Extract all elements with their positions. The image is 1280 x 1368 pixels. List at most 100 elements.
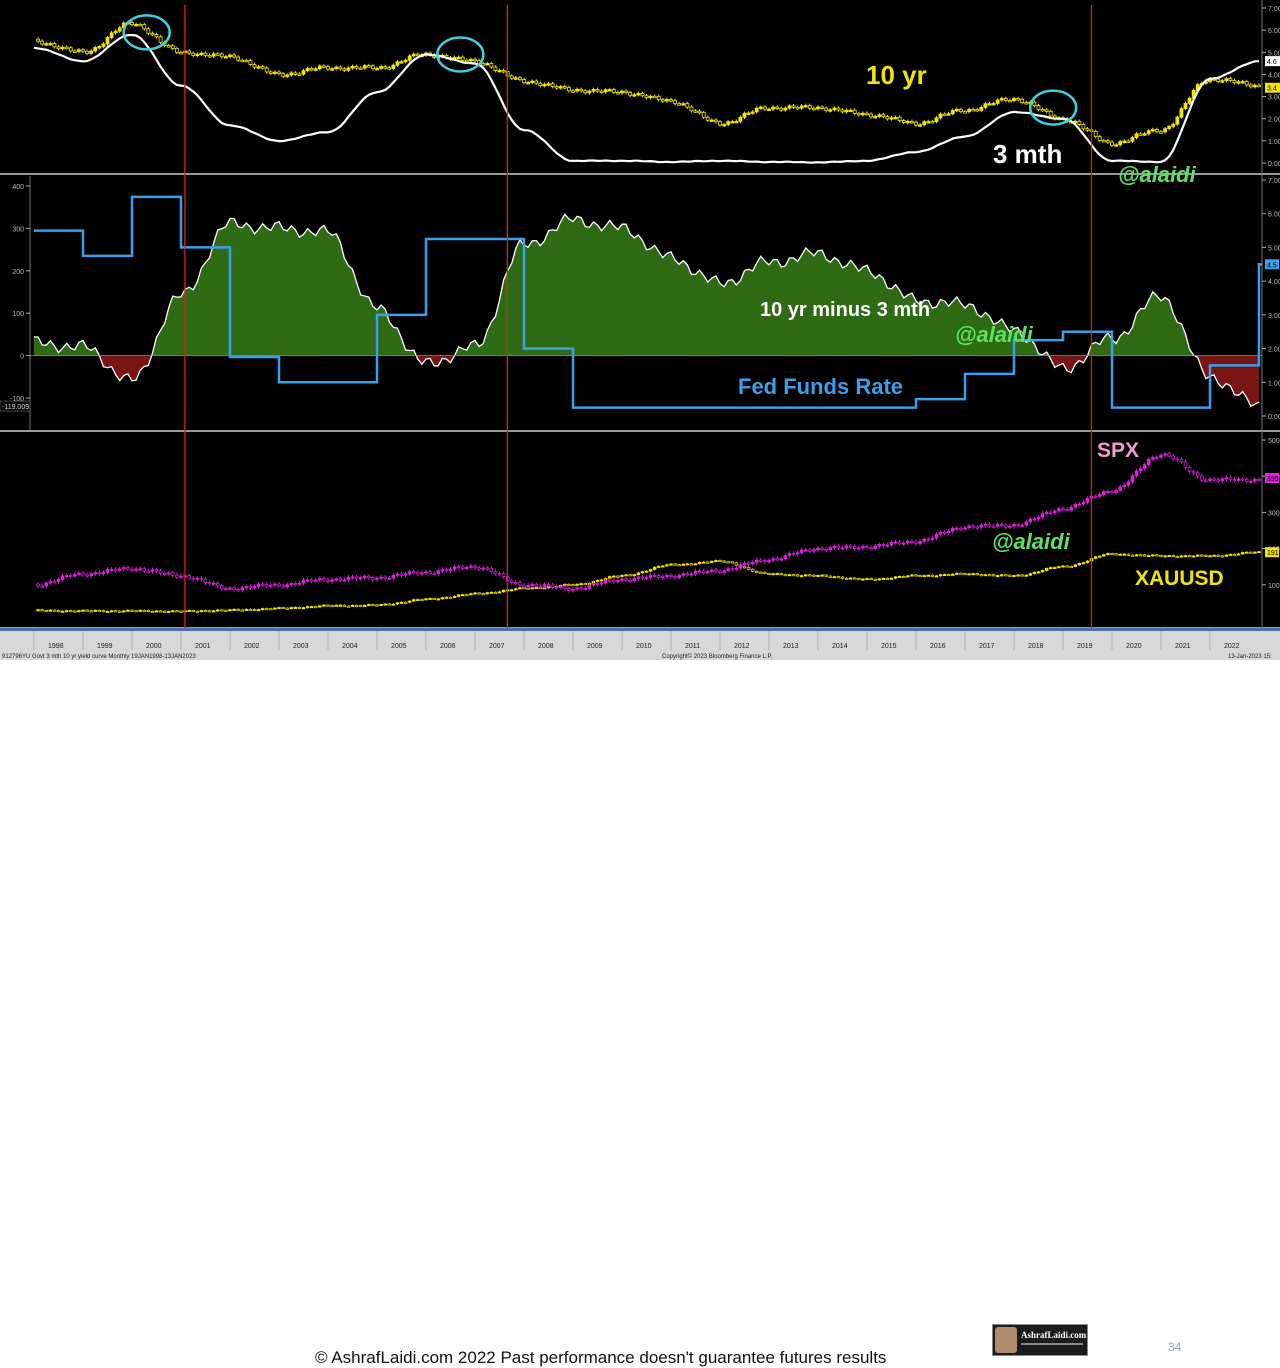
xauusd-candle-body xyxy=(640,571,645,574)
xauusd-candle-body xyxy=(1016,574,1020,577)
spx-candle-body xyxy=(1024,521,1028,526)
xauusd-candle-body xyxy=(1187,555,1192,558)
xauusd-candle-body xyxy=(81,609,85,612)
spx-candle-body xyxy=(1085,497,1090,503)
xauusd-candle-body xyxy=(481,593,485,596)
ten-yr-candle-body xyxy=(1134,133,1139,139)
ten-yr-candle-body xyxy=(1257,84,1261,88)
xauusd-candle-body xyxy=(175,610,179,613)
spread-area-segment xyxy=(1222,355,1227,389)
xauusd-candle-body xyxy=(832,576,837,579)
xauusd-candle-body xyxy=(648,569,653,572)
xauusd-candle-body xyxy=(1065,565,1069,568)
y-tick-label: 5.00 xyxy=(1268,245,1280,252)
ten-yr-candle-body xyxy=(1020,98,1025,103)
xauusd-candle-body xyxy=(530,587,534,590)
xauusd-candle-body xyxy=(955,572,959,575)
spx-candle-body xyxy=(1028,518,1033,523)
ten-yr-candle-body xyxy=(154,34,159,38)
ten-yr-candle-body xyxy=(975,109,980,112)
last-value-tag xyxy=(1265,547,1279,558)
xauusd-candle-body xyxy=(1081,562,1086,565)
ten-yr-candle-body xyxy=(979,107,984,111)
spread-area-segment xyxy=(564,213,570,356)
spx-candle-body xyxy=(922,538,926,542)
xauusd-candle-body xyxy=(946,574,951,576)
x-tick-label: 2004 xyxy=(342,643,358,650)
spx-candle-body xyxy=(89,573,93,577)
ten-yr-candle-body xyxy=(346,67,351,71)
xauusd-candle-body xyxy=(260,608,265,611)
spread-area-segment xyxy=(205,257,210,356)
xauusd-candle-body xyxy=(967,573,971,576)
ten-yr-candle-body xyxy=(93,47,98,52)
spx-candle-body xyxy=(497,573,502,576)
xauusd-candle-body xyxy=(1102,554,1106,557)
spx-candle-body xyxy=(1053,510,1057,514)
spx-candle-body xyxy=(603,579,608,584)
ten-yr-candle-body xyxy=(1016,98,1020,101)
xauusd-candle-body xyxy=(375,604,379,607)
spread-area-segment xyxy=(327,231,333,356)
spx-candle-body xyxy=(391,574,396,579)
spx-candle-body xyxy=(1102,491,1106,495)
xauusd-candle-body xyxy=(1008,574,1012,577)
xauusd-candle-body xyxy=(64,610,69,613)
spx-candle-body xyxy=(289,583,294,585)
xauusd-candle-body xyxy=(228,609,232,612)
spx-candle-body xyxy=(420,572,424,575)
spx-candle-body xyxy=(648,574,653,578)
ten-yr-candle-body xyxy=(567,87,571,92)
xauusd-candle-body xyxy=(342,604,347,607)
ten-yr-candle-body xyxy=(64,46,69,50)
spx-candle-body xyxy=(346,576,351,581)
x-tick-label: 2019 xyxy=(1077,643,1093,650)
xauusd-candle-body xyxy=(616,575,620,578)
spx-candle-body xyxy=(375,577,379,580)
ten-yr-candle-body xyxy=(616,92,620,95)
ten-yr-candle-body xyxy=(1142,133,1147,136)
xauusd-candle-body xyxy=(1036,571,1041,574)
spread-area-segment xyxy=(531,240,537,356)
spx-candle-body xyxy=(330,579,334,582)
spread-area-segment xyxy=(242,222,247,356)
xauusd-candle-body xyxy=(1138,554,1143,557)
ten-yr-candle-body xyxy=(1179,108,1184,118)
ten-yr-candle-body xyxy=(587,90,592,94)
xauusd-candle-body xyxy=(950,573,955,576)
spx-candle-body xyxy=(873,545,877,549)
xauusd-candle-body xyxy=(742,566,747,569)
spx-candle-body xyxy=(616,579,620,583)
xauusd-candle-body xyxy=(40,609,44,612)
y-tick-label: 1.00 xyxy=(1268,139,1280,146)
ten-yr-candle-body xyxy=(1085,128,1090,131)
xauusd-candle-body xyxy=(775,573,779,576)
ten-yr-candle-body xyxy=(922,121,927,126)
spx-candle-body xyxy=(710,569,714,573)
xauusd-candle-body xyxy=(354,604,359,607)
spread-area-segment xyxy=(568,218,574,356)
spx-candle-body xyxy=(767,559,771,563)
spx-candle-body xyxy=(1106,491,1110,494)
xauusd-candle-body xyxy=(424,598,428,601)
x-tick-label: 2010 xyxy=(636,643,652,650)
spread-area-segment xyxy=(188,286,194,356)
y-tick-label: 5.00 xyxy=(1268,50,1280,57)
ten-yr-candle-body xyxy=(693,110,698,113)
xauusd-candle-body xyxy=(685,563,690,566)
spx-candle-body xyxy=(379,576,383,579)
spx-candle-body xyxy=(44,582,48,587)
spread-area-segment xyxy=(1250,355,1256,407)
xauusd-candle-body xyxy=(1118,553,1122,556)
y-tick-label: 5000 xyxy=(1268,438,1280,445)
ten-yr-candle-body xyxy=(611,89,616,93)
spx-candle-body xyxy=(599,582,604,585)
spx-candle-body xyxy=(979,524,984,528)
spread-area-segment xyxy=(629,233,635,356)
y-tick-label: 2.00 xyxy=(1268,117,1280,124)
ten-yr-candle-body xyxy=(260,66,265,69)
xauusd-candle-body xyxy=(256,609,261,612)
xauusd-candle-body xyxy=(1093,556,1098,559)
ten-yr-candle-body xyxy=(1130,137,1135,142)
ten-yr-candle-body xyxy=(77,49,81,52)
